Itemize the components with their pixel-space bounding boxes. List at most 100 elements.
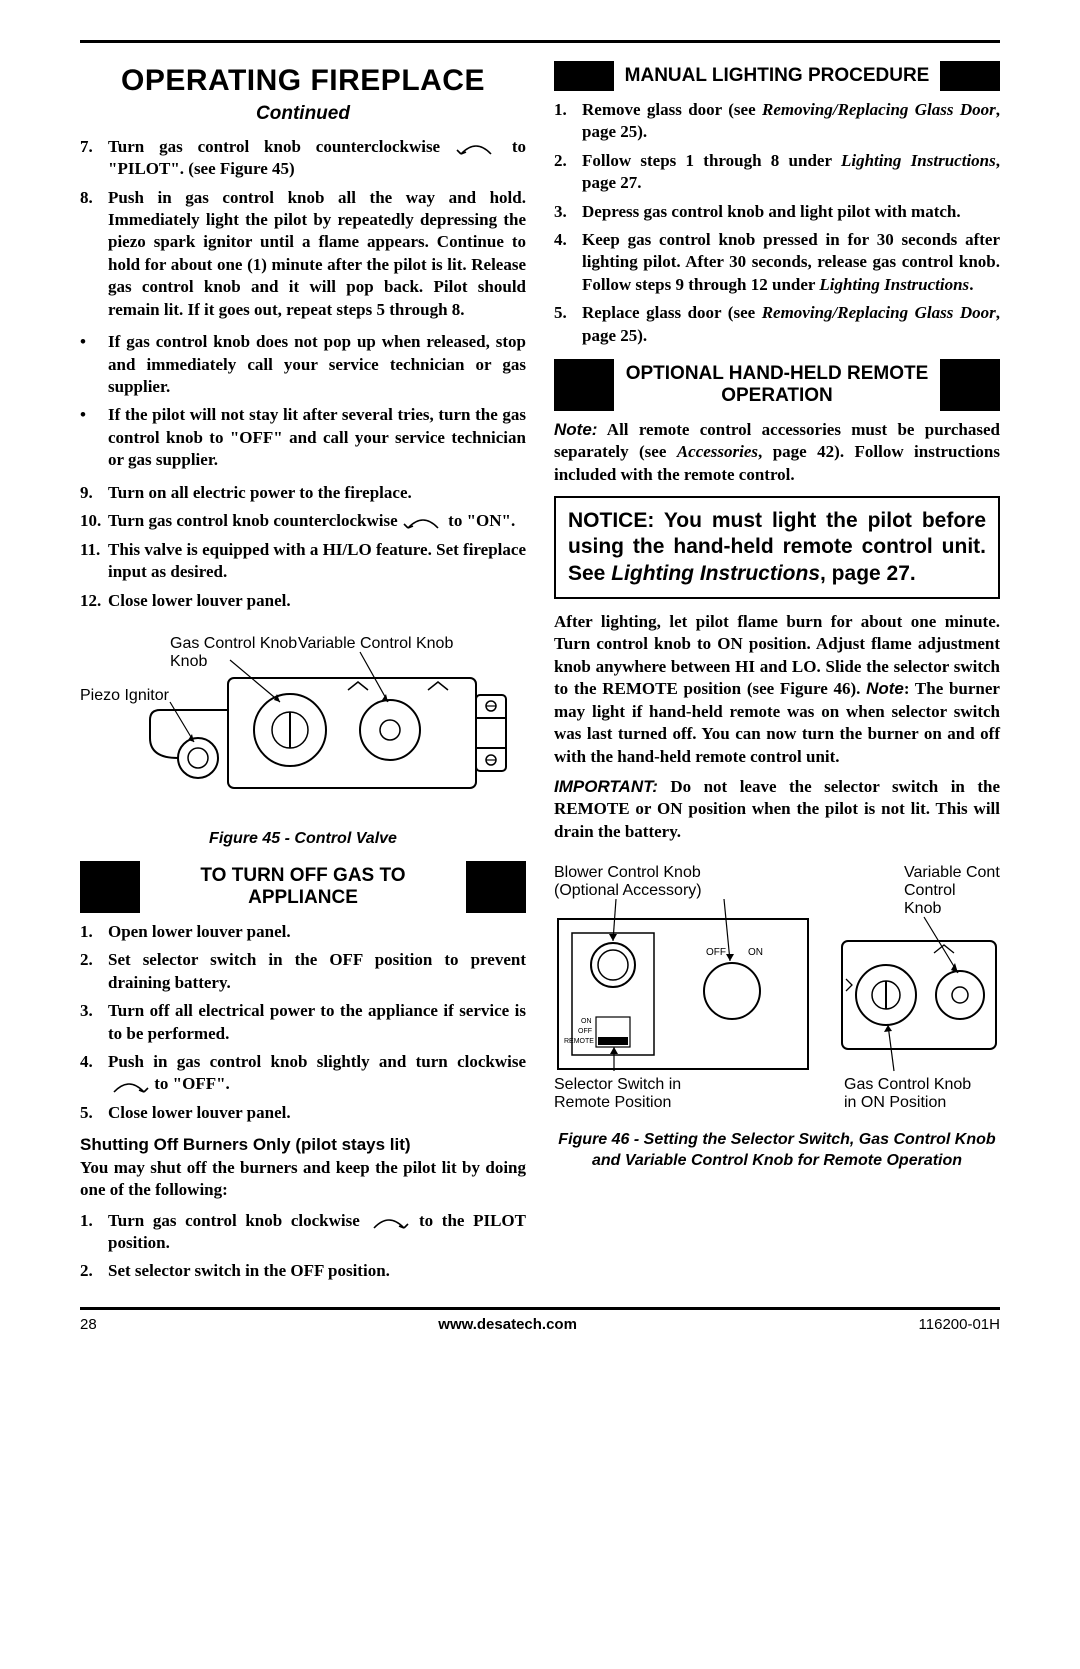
label-piezo: Piezo Ignitor — [80, 687, 170, 704]
step-num: 1. — [554, 99, 582, 144]
black-bar-left — [554, 61, 614, 91]
step-7: 7. Turn gas control knob counterclockwis… — [80, 136, 526, 181]
svg-text:Control: Control — [904, 882, 956, 899]
figure-45-caption: Figure 45 - Control Valve — [80, 828, 526, 849]
section-label: MANUAL LIGHTING PROCEDURE — [614, 61, 940, 91]
step-num: 3. — [554, 201, 582, 223]
black-bar-left — [80, 861, 140, 913]
manual-steps: 1.Remove glass door (see Removing/Replac… — [554, 99, 1000, 347]
turnoff-4: 4. Push in gas control knob slightly and… — [80, 1051, 526, 1096]
step-num: 2. — [80, 1260, 108, 1282]
bullet-2: If the pilot will not stay lit after sev… — [80, 404, 526, 471]
manual-step: 3.Depress gas control knob and light pil… — [554, 201, 1000, 223]
arrow-cw-icon — [108, 1078, 150, 1094]
turnoff-steps: 1.Open lower louver panel. 2.Set selecto… — [80, 921, 526, 1125]
page-title: OPERATING FIREPLACE — [80, 61, 526, 101]
label-off: OFF — [706, 947, 726, 958]
shutoff-steps: 1. Turn gas control knob clockwise to th… — [80, 1210, 526, 1283]
turnoff-3: 3.Turn off all electrical power to the a… — [80, 1000, 526, 1045]
page-number: 28 — [80, 1316, 97, 1333]
manual-step: 5.Replace glass door (see Removing/Repla… — [554, 302, 1000, 347]
notice-box: NOTICE: You must light the pilot before … — [554, 496, 1000, 599]
label-remote-small: REMOTE — [564, 1038, 594, 1045]
label-gas-on-2: in ON Position — [844, 1094, 946, 1111]
label-var-1: Variable Control Knob — [904, 864, 1000, 881]
shutoff-intro: You may shut off the burners and keep th… — [80, 1157, 526, 1202]
rule-bottom — [80, 1307, 1000, 1310]
label-off-small: OFF — [578, 1028, 592, 1035]
figure-46-caption: Figure 46 - Setting the Selector Switch,… — [554, 1129, 1000, 1171]
label-blower-2: (Optional Accessory) — [554, 882, 702, 899]
label-on-small: ON — [581, 1018, 592, 1025]
step-num: 1. — [80, 1210, 108, 1255]
footer-url: www.desatech.com — [438, 1316, 577, 1333]
step-11: 11.This valve is equipped with a HI/LO f… — [80, 539, 526, 584]
step-num: 9. — [80, 482, 108, 504]
step-num: 7. — [80, 136, 108, 181]
black-bar-left — [554, 359, 614, 411]
label-gas-on-1: Gas Control Knob — [844, 1076, 971, 1093]
step-num: 8. — [80, 187, 108, 322]
step-num: 4. — [80, 1051, 108, 1096]
manual-step: 1.Remove glass door (see Removing/Replac… — [554, 99, 1000, 144]
svg-text:Knob: Knob — [170, 653, 207, 670]
arrow-cw-icon — [368, 1214, 410, 1230]
turnoff-1: 1.Open lower louver panel. — [80, 921, 526, 943]
step-num: 4. — [554, 229, 582, 296]
columns: OPERATING FIREPLACE Continued 7. Turn ga… — [80, 61, 1000, 1293]
step-num: 11. — [80, 539, 108, 584]
label-on: ON — [748, 947, 763, 958]
manual-step: 2.Follow steps 1 through 8 under Lightin… — [554, 150, 1000, 195]
section-optional-remote: OPTIONAL HAND-HELD REMOTE OPERATION — [554, 359, 1000, 411]
figure-46: Blower Control Knob (Optional Accessory)… — [554, 861, 1000, 1171]
section-label: OPTIONAL HAND-HELD REMOTE OPERATION — [614, 359, 940, 411]
label-variable-knob: Variable Control Knob — [298, 635, 453, 652]
shutoff-2: 2.Set selector switch in the OFF positio… — [80, 1260, 526, 1282]
selector-switch-diagram: Blower Control Knob (Optional Accessory)… — [554, 861, 1000, 1121]
steps-7-8: 7. Turn gas control knob counterclockwis… — [80, 136, 526, 322]
svg-text:Knob: Knob — [904, 900, 941, 917]
control-valve-diagram: Gas Control Knob Knob Variable Control K… — [80, 630, 520, 820]
shutoff-subhead: Shutting Off Burners Only (pilot stays l… — [80, 1134, 526, 1156]
step-num: 2. — [554, 150, 582, 195]
black-bar-right — [940, 61, 1000, 91]
label-blower-1: Blower Control Knob — [554, 864, 701, 881]
section-manual-lighting: MANUAL LIGHTING PROCEDURE — [554, 61, 1000, 91]
step-9: 9.Turn on all electric power to the fire… — [80, 482, 526, 504]
step-num: 12. — [80, 590, 108, 612]
after-lighting-p2: IMPORTANT: Do not leave the selector swi… — [554, 776, 1000, 843]
manual-step: 4.Keep gas control knob pressed in for 3… — [554, 229, 1000, 296]
step-8: 8. Push in gas control knob all the way … — [80, 187, 526, 322]
label-selector-2: Remote Position — [554, 1094, 671, 1111]
step-num: 10. — [80, 510, 108, 532]
step-num: 2. — [80, 949, 108, 994]
arrow-ccw-icon — [402, 514, 444, 530]
section-turn-off: TO TURN OFF GAS TO APPLIANCE — [80, 861, 526, 913]
step-num: 5. — [554, 302, 582, 347]
section-label: TO TURN OFF GAS TO APPLIANCE — [140, 861, 466, 913]
optional-note: Note: All remote control accessories mus… — [554, 419, 1000, 486]
label-gas-control: Gas Control Knob — [170, 635, 297, 652]
doc-number: 116200-01H — [919, 1316, 1000, 1333]
step-12: 12.Close lower louver panel. — [80, 590, 526, 612]
shutoff-1: 1. Turn gas control knob clockwise to th… — [80, 1210, 526, 1255]
steps-9-12: 9.Turn on all electric power to the fire… — [80, 482, 526, 612]
label-selector-1: Selector Switch in — [554, 1076, 681, 1093]
step-num: 1. — [80, 921, 108, 943]
footer: 28 www.desatech.com 116200-01H — [80, 1316, 1000, 1333]
step-num: 5. — [80, 1102, 108, 1124]
turnoff-5: 5.Close lower louver panel. — [80, 1102, 526, 1124]
arrow-ccw-icon — [455, 140, 497, 156]
bullet-1: If gas control knob does not pop up when… — [80, 331, 526, 398]
black-bar-right — [940, 359, 1000, 411]
figure-45: Gas Control Knob Knob Variable Control K… — [80, 630, 526, 849]
continued-label: Continued — [80, 101, 526, 126]
after-lighting-p1: After lighting, let pilot flame burn for… — [554, 611, 1000, 768]
rule-top — [80, 40, 1000, 43]
right-column: MANUAL LIGHTING PROCEDURE 1.Remove glass… — [554, 61, 1000, 1293]
bullet-notes: If gas control knob does not pop up when… — [80, 331, 526, 472]
step-10: 10. Turn gas control knob counterclockwi… — [80, 510, 526, 532]
turnoff-2: 2.Set selector switch in the OFF positio… — [80, 949, 526, 994]
left-column: OPERATING FIREPLACE Continued 7. Turn ga… — [80, 61, 526, 1293]
step-num: 3. — [80, 1000, 108, 1045]
